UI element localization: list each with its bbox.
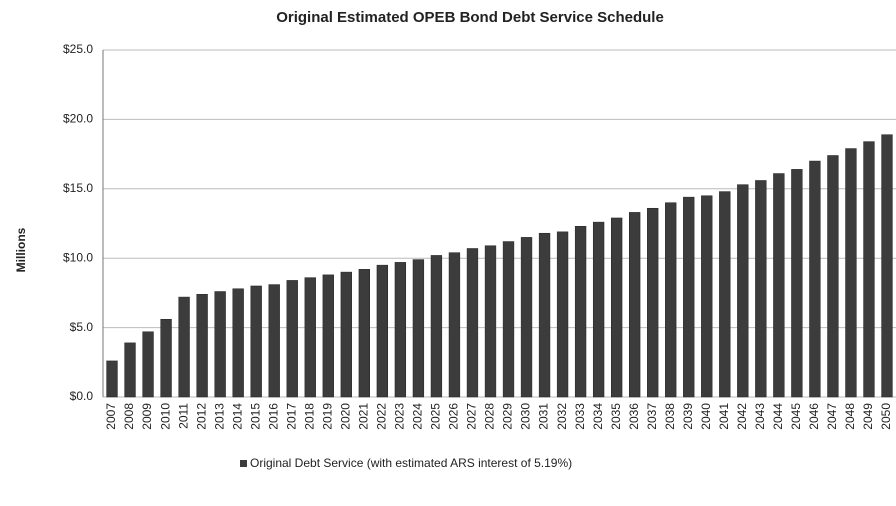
x-tick-label: 2008 xyxy=(122,403,136,430)
bar xyxy=(484,245,497,398)
x-tick-label: 2042 xyxy=(735,403,749,430)
x-tick-label: 2050 xyxy=(879,403,893,430)
bar xyxy=(737,184,749,398)
bar xyxy=(556,231,569,398)
x-tick-label: 2016 xyxy=(266,403,280,430)
x-tick-label: 2045 xyxy=(789,403,803,430)
x-tick-label: 2023 xyxy=(393,403,407,430)
bar xyxy=(520,237,533,398)
x-tick-label: 2031 xyxy=(537,403,551,430)
x-tick-label: 2010 xyxy=(158,403,172,430)
y-axis-label: Millions xyxy=(14,227,28,272)
bar xyxy=(863,141,875,398)
bar xyxy=(701,195,713,398)
x-tick-label: 2038 xyxy=(663,403,677,430)
bar xyxy=(214,291,226,398)
x-tick-label: 2018 xyxy=(302,403,316,430)
x-tick-label: 2047 xyxy=(825,403,839,430)
y-tick-label: $0.0 xyxy=(70,389,94,403)
bar xyxy=(647,207,659,398)
y-tick-label: $15.0 xyxy=(63,181,93,195)
bar xyxy=(466,248,479,398)
y-tick-label: $5.0 xyxy=(70,320,94,334)
bar xyxy=(827,155,839,398)
x-tick-label: 2026 xyxy=(447,403,461,430)
bar xyxy=(376,264,389,398)
bar xyxy=(592,221,605,398)
bar xyxy=(196,294,208,398)
bar xyxy=(881,134,893,398)
bar xyxy=(448,252,461,398)
x-tick-label: 2030 xyxy=(519,403,533,430)
x-tick-label: 2022 xyxy=(375,403,389,430)
bar xyxy=(430,255,443,398)
bar xyxy=(142,331,154,398)
bar xyxy=(340,271,352,398)
bar xyxy=(719,191,731,398)
x-tick-label: 2039 xyxy=(681,403,695,430)
legend-swatch xyxy=(240,460,247,467)
bar xyxy=(574,226,587,398)
bar xyxy=(791,169,803,398)
x-tick-label: 2013 xyxy=(212,403,226,430)
x-tick-label: 2029 xyxy=(501,403,515,430)
x-tick-label: 2048 xyxy=(843,403,857,430)
y-tick-label: $20.0 xyxy=(63,112,93,126)
bar xyxy=(178,296,190,398)
x-tick-label: 2007 xyxy=(104,403,118,430)
bar xyxy=(304,277,316,398)
y-tick-label: $25.0 xyxy=(63,42,93,56)
bar xyxy=(106,360,118,398)
x-tick-label: 2043 xyxy=(753,403,767,430)
x-tick-label: 2036 xyxy=(627,403,641,430)
x-tick-label: 2046 xyxy=(807,403,821,430)
chart-title: Original Estimated OPEB Bond Debt Servic… xyxy=(276,9,664,26)
y-tick-label: $10.0 xyxy=(63,250,93,264)
x-tick-label: 2040 xyxy=(699,403,713,430)
x-tick-label: 2027 xyxy=(465,403,479,430)
x-tick-label: 2028 xyxy=(483,403,497,430)
x-tick-label: 2012 xyxy=(194,403,208,430)
bar xyxy=(358,269,370,398)
bar xyxy=(412,259,425,398)
x-tick-label: 2049 xyxy=(861,403,875,430)
bar xyxy=(502,241,515,398)
x-tick-label: 2017 xyxy=(284,403,298,430)
x-tick-label: 2044 xyxy=(771,403,785,430)
bar xyxy=(322,274,334,398)
bar xyxy=(773,173,785,398)
x-tick-label: 2041 xyxy=(717,403,731,430)
legend-label: Original Debt Service (with estimated AR… xyxy=(250,456,572,470)
bar xyxy=(268,284,280,398)
bar xyxy=(809,160,821,398)
bar xyxy=(610,217,623,398)
x-tick-label: 2009 xyxy=(140,403,154,430)
x-tick-label: 2014 xyxy=(230,403,244,430)
bar xyxy=(160,319,172,398)
x-tick-label: 2035 xyxy=(609,403,623,430)
x-tick-label: 2020 xyxy=(338,403,352,430)
x-tick-label: 2032 xyxy=(555,403,569,430)
x-tick-label: 2034 xyxy=(591,403,605,430)
bar xyxy=(394,262,407,398)
bar xyxy=(232,288,244,398)
x-tick-label: 2024 xyxy=(411,403,425,430)
bar xyxy=(755,180,767,398)
x-tick-label: 2025 xyxy=(429,403,443,430)
bar xyxy=(629,212,641,398)
bar xyxy=(683,196,695,398)
bar xyxy=(538,232,551,398)
x-tick-label: 2015 xyxy=(248,403,262,430)
bar xyxy=(665,202,677,398)
x-tick-label: 2033 xyxy=(573,403,587,430)
bar xyxy=(250,285,262,398)
x-tick-label: 2011 xyxy=(176,403,190,429)
x-tick-label: 2021 xyxy=(357,403,371,430)
x-tick-label: 2019 xyxy=(320,403,334,430)
bar xyxy=(124,342,136,398)
bar xyxy=(286,280,298,398)
x-tick-label: 2037 xyxy=(645,403,659,430)
bar xyxy=(845,148,857,398)
